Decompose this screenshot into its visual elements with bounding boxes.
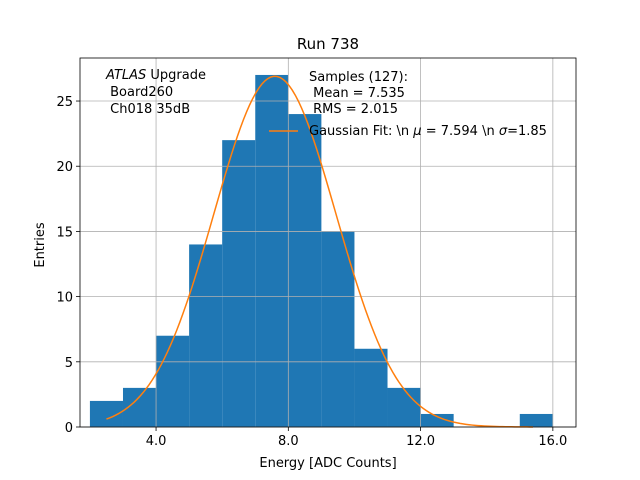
histogram-bar — [222, 140, 256, 427]
y-tick-label: 5 — [65, 356, 73, 371]
legend-fit-label-c: =1.85 — [507, 124, 547, 139]
legend-fit-sigma: σ — [499, 124, 508, 139]
annotation-line-1: ATLAS Upgrade — [105, 68, 206, 83]
chart-title: Run 738 — [297, 35, 359, 53]
histogram-bars — [89, 74, 553, 427]
x-tick-label: 8.0 — [278, 434, 299, 449]
y-tick-label: 20 — [56, 160, 73, 175]
gaussian-fit-curve — [106, 75, 534, 428]
y-tick-label: 25 — [56, 95, 73, 110]
legend: Samples (127): Mean = 7.535 RMS = 2.015 … — [269, 70, 547, 139]
y-axis-label: Entries — [33, 222, 48, 268]
legend-fit-label-a: Gaussian Fit: \n — [309, 124, 413, 139]
x-tick-label: 16.0 — [538, 434, 567, 449]
histogram-bar — [189, 244, 223, 427]
annotation-upgrade: Upgrade — [146, 68, 206, 83]
histogram-bar — [255, 74, 289, 427]
annotation-atlas: ATLAS — [105, 68, 146, 83]
legend-stats-line-2: Mean = 7.535 — [309, 86, 405, 101]
histogram-bar — [387, 387, 421, 427]
annotation-line-2: Board260 — [106, 85, 173, 100]
axes-frame — [79, 57, 577, 428]
legend-fit-label: Gaussian Fit: \n μ = 7.594 \n σ=1.85 — [309, 124, 547, 139]
y-tick-label: 0 — [65, 421, 73, 436]
y-tick-label: 10 — [56, 291, 73, 306]
x-axis-ticks: 4.0 8.0 12.0 16.0 — [146, 427, 567, 449]
histogram-bar — [321, 231, 355, 427]
x-tick-label: 12.0 — [406, 434, 435, 449]
annotation-line-3: Ch018 35dB — [106, 102, 190, 117]
histogram-bar — [354, 348, 388, 427]
x-axis-label: Energy [ADC Counts] — [259, 456, 396, 471]
y-tick-label: 15 — [56, 225, 73, 240]
histogram-bar — [420, 413, 454, 427]
legend-stats-line-1: Samples (127): — [309, 70, 408, 85]
atlas-annotation: ATLAS Upgrade Board260 Ch018 35dB — [105, 68, 206, 117]
histogram-bar — [288, 114, 322, 427]
histogram-bar — [519, 413, 553, 427]
histogram-bar — [156, 335, 190, 427]
legend-stats-line-3: RMS = 2.015 — [309, 102, 398, 117]
x-tick-label: 4.0 — [146, 434, 167, 449]
legend-fit-label-b: = 7.594 \n — [422, 124, 499, 139]
legend-fit-mu: μ — [412, 124, 421, 139]
y-axis-ticks: 0 5 10 15 20 25 — [56, 95, 80, 436]
